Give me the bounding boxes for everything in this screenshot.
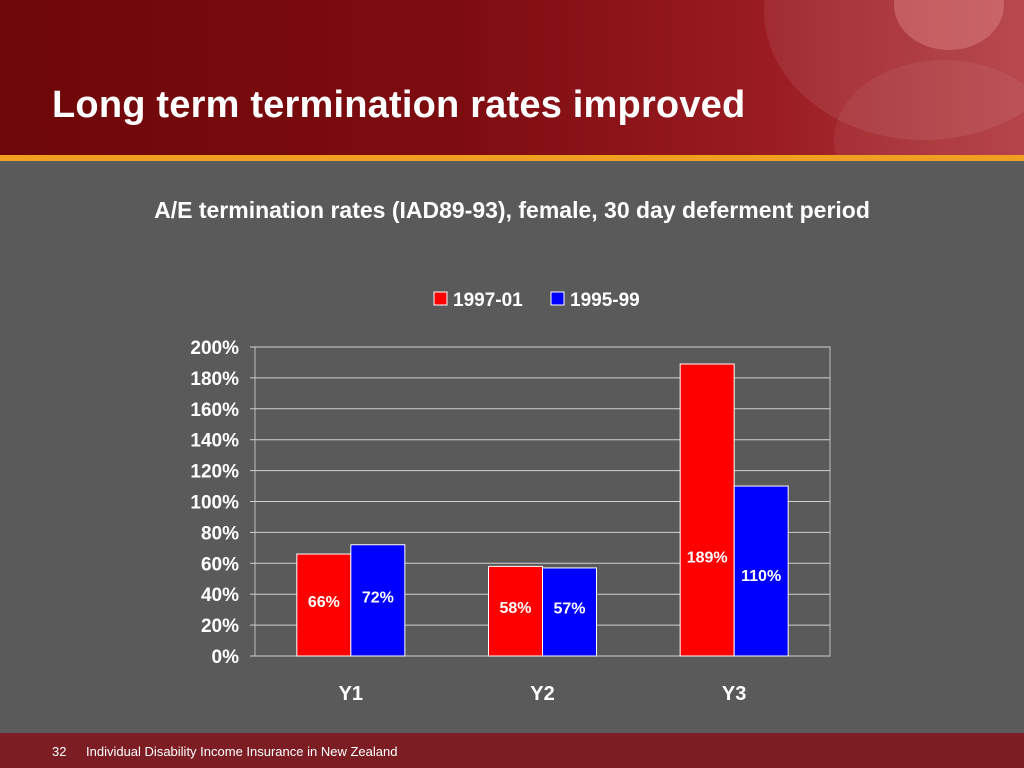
- data-label: 72%: [362, 590, 394, 607]
- slide-title: Long term termination rates improved: [52, 84, 746, 126]
- accent-bar: [0, 155, 1024, 161]
- y-tick-label: 20%: [201, 616, 239, 637]
- y-tick-label: 40%: [201, 585, 239, 606]
- legend-label: 1995-99: [570, 290, 640, 311]
- y-tick-label: 120%: [190, 462, 239, 483]
- y-tick-label: 160%: [190, 400, 239, 421]
- y-tick-label: 200%: [190, 338, 239, 359]
- legend-label: 1997-01: [453, 290, 523, 311]
- data-label: 57%: [553, 601, 585, 618]
- y-tick-label: 60%: [201, 554, 239, 575]
- bar-chart: 0% 20% 40% 60% 80% 100% 120% 140% 160% 180% 200% 66…: [190, 290, 831, 705]
- bar-1997-01-Y3: [679, 363, 735, 657]
- data-label: 58%: [499, 600, 531, 617]
- x-tick-label: Y2: [530, 683, 554, 705]
- data-label: 110%: [741, 568, 781, 585]
- footer-bar: [0, 733, 1024, 768]
- x-tick-label: Y3: [722, 683, 746, 705]
- bar-1995-99-Y3: [733, 485, 789, 657]
- data-label: 189%: [687, 550, 728, 567]
- y-tick-label: 80%: [201, 523, 239, 544]
- y-tick-label: 140%: [190, 431, 239, 452]
- legend-swatch: [550, 291, 565, 306]
- y-tick-label: 0%: [212, 647, 240, 668]
- bar-1995-99-Y2: [542, 567, 597, 657]
- header-banner: [0, 0, 1024, 155]
- bar-1997-01-Y2: [488, 565, 543, 657]
- y-tick-label: 100%: [190, 493, 239, 514]
- chart-title: A/E termination rates (IAD89-93), female…: [154, 197, 870, 223]
- footer-text: Individual Disability Income Insurance i…: [86, 744, 398, 759]
- bar-1995-99-Y1: [350, 544, 406, 657]
- legend-swatch: [433, 291, 448, 306]
- data-label: 66%: [308, 594, 340, 611]
- bar-1997-01-Y1: [296, 553, 352, 657]
- y-tick-label: 180%: [190, 369, 239, 390]
- x-tick-label: Y1: [339, 683, 363, 705]
- page-number: 32: [52, 744, 67, 759]
